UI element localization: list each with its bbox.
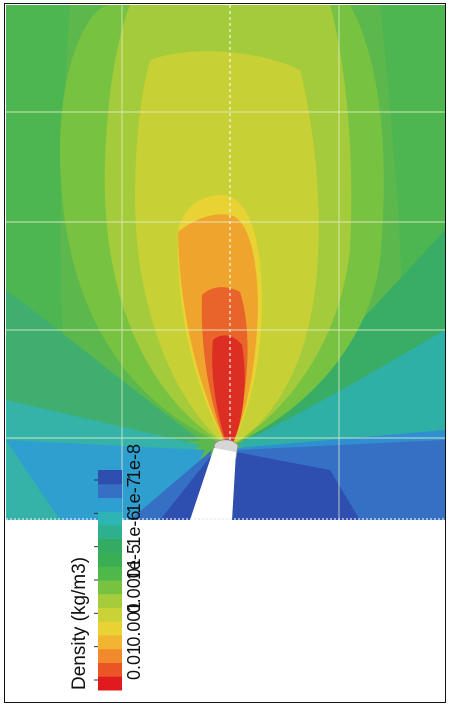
legend-color-swatch: [98, 621, 122, 636]
legend-tick-label: 1e-5: [124, 544, 144, 580]
legend-color-swatch: [98, 580, 122, 595]
color-legend: Density (kg/m3) 0.010.0010.00011e-51e-61…: [69, 444, 144, 691]
legend-colorbar: [98, 470, 122, 691]
contour-band-0.01: [212, 335, 245, 445]
legend-color-swatch: [98, 635, 122, 650]
legend-tick-label: 0.01: [124, 645, 144, 680]
legend-color-swatch: [98, 525, 122, 540]
legend-tick-label: 0.001: [124, 602, 144, 647]
legend-color-swatch: [98, 648, 122, 663]
legend-color-swatch: [98, 566, 122, 581]
contour-field: [6, 5, 445, 520]
legend-tick-label: 0.0001: [124, 558, 144, 613]
legend-color-swatch: [98, 593, 122, 608]
legend-color-swatch: [98, 511, 122, 526]
legend-color-swatch: [98, 607, 122, 622]
contour-band-right-darkblue: [232, 452, 360, 520]
vehicle-body: [190, 439, 239, 520]
legend-color-swatch: [98, 538, 122, 553]
legend-color-swatch: [98, 497, 122, 512]
legend-color-swatch: [98, 552, 122, 567]
legend-color-swatch: [98, 470, 122, 485]
legend-tick-label: 1e-6: [124, 511, 144, 547]
legend-color-swatch: [98, 483, 122, 498]
legend-tick-label: 1e-7: [124, 477, 144, 513]
legend-color-swatch: [98, 662, 122, 677]
legend-color-swatch: [98, 676, 122, 691]
legend-title: Density (kg/m3): [69, 557, 90, 690]
grid-lines: [6, 5, 445, 520]
legend-tick-label: 1e-8: [124, 444, 144, 480]
